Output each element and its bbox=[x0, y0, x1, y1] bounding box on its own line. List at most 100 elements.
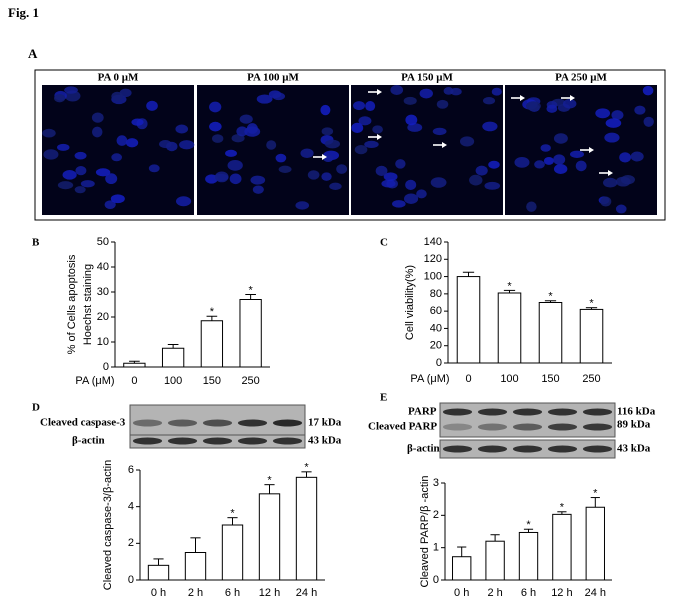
nucleus bbox=[148, 164, 160, 173]
nucleus bbox=[116, 135, 128, 146]
y-tick-label: 0 bbox=[103, 361, 109, 373]
bar bbox=[200, 320, 224, 368]
bar bbox=[161, 347, 185, 368]
nucleus bbox=[405, 114, 418, 126]
bar bbox=[295, 476, 318, 581]
x-tick-label: 12 h bbox=[551, 587, 572, 599]
x-tick-label: 0 h bbox=[454, 587, 469, 599]
band bbox=[272, 437, 303, 445]
nucleus bbox=[432, 127, 447, 136]
nucleus bbox=[575, 160, 587, 172]
nucleus bbox=[252, 185, 264, 194]
band bbox=[167, 419, 198, 427]
band bbox=[512, 423, 543, 431]
band-label: PARP bbox=[408, 406, 437, 418]
x-tick-label: 250 bbox=[241, 375, 259, 387]
band bbox=[272, 419, 303, 427]
significance: * bbox=[507, 280, 512, 292]
x-axis-label: PA (μM) bbox=[75, 375, 114, 387]
x-tick-label: 100 bbox=[500, 373, 518, 385]
y-tick-label: 60 bbox=[430, 305, 442, 317]
nucleus bbox=[488, 160, 500, 169]
nucleus bbox=[619, 152, 631, 163]
nucleus bbox=[615, 204, 627, 214]
nucleus bbox=[209, 121, 222, 132]
nucleus bbox=[239, 114, 253, 124]
bar bbox=[485, 540, 505, 581]
x-tick-label: 6 h bbox=[521, 587, 536, 599]
image-label: PA 0 μM bbox=[98, 72, 139, 84]
nucleus bbox=[615, 176, 631, 187]
nucleus bbox=[540, 144, 551, 152]
band-size: 17 kDa bbox=[308, 417, 342, 429]
nucleus bbox=[54, 94, 66, 103]
band bbox=[167, 437, 198, 445]
band bbox=[582, 423, 613, 431]
nucleus bbox=[175, 124, 189, 134]
bar bbox=[221, 524, 244, 581]
band bbox=[582, 445, 613, 453]
nucleus bbox=[227, 159, 243, 171]
image-label: PA 150 μM bbox=[401, 72, 453, 84]
nucleus bbox=[604, 132, 620, 143]
bar bbox=[123, 362, 146, 368]
band-size: 43 kDa bbox=[308, 435, 342, 447]
band bbox=[512, 445, 543, 453]
nucleus bbox=[630, 151, 644, 162]
bar bbox=[518, 531, 539, 581]
nucleus bbox=[443, 87, 454, 95]
nucleus bbox=[214, 171, 229, 183]
nucleus bbox=[383, 172, 398, 181]
nucleus bbox=[642, 85, 654, 96]
significance: * bbox=[230, 508, 235, 520]
nucleus bbox=[491, 87, 502, 96]
bar bbox=[452, 556, 472, 581]
panel-letter: D bbox=[32, 402, 40, 414]
y-tick-label: 0 bbox=[433, 574, 439, 586]
significance: * bbox=[210, 306, 215, 318]
y-tick-label: 0 bbox=[128, 574, 134, 586]
band bbox=[547, 408, 578, 416]
nucleus bbox=[484, 181, 501, 190]
nucleus bbox=[336, 164, 348, 174]
nucleus bbox=[125, 138, 139, 148]
nucleus bbox=[275, 153, 287, 163]
nucleus bbox=[364, 140, 379, 149]
nucleus bbox=[307, 170, 320, 180]
nucleus bbox=[543, 156, 554, 165]
band-label: β-actin bbox=[72, 435, 105, 447]
band bbox=[237, 419, 268, 427]
nucleus bbox=[482, 97, 496, 105]
significance: * bbox=[589, 298, 594, 310]
y-tick-label: 20 bbox=[97, 311, 109, 323]
nucleus bbox=[111, 91, 124, 101]
nucleus bbox=[416, 189, 427, 199]
nucleus bbox=[320, 104, 331, 116]
nucleus bbox=[358, 116, 372, 126]
nucleus bbox=[266, 140, 277, 150]
significance: * bbox=[248, 284, 253, 296]
nucleus bbox=[611, 110, 624, 120]
nucleus bbox=[104, 200, 116, 210]
nucleus bbox=[179, 140, 195, 150]
y-tick-label: 50 bbox=[97, 236, 109, 248]
nucleus bbox=[131, 118, 144, 126]
arrow-head bbox=[442, 142, 447, 148]
significance: * bbox=[593, 487, 598, 499]
y-tick-label: 2 bbox=[128, 537, 134, 549]
band bbox=[132, 437, 163, 445]
nucleus bbox=[75, 166, 87, 176]
nucleus bbox=[146, 100, 158, 111]
panel-letter: E bbox=[380, 392, 387, 404]
x-tick-label: 150 bbox=[541, 373, 559, 385]
nucleus bbox=[553, 133, 568, 144]
nucleus bbox=[392, 200, 406, 208]
nucleus bbox=[546, 104, 558, 113]
nucleus bbox=[353, 101, 366, 111]
y-tick-label: 80 bbox=[430, 288, 442, 300]
nucleus bbox=[111, 153, 123, 162]
nucleus bbox=[329, 182, 342, 190]
nucleus bbox=[236, 126, 248, 137]
panel-letter: A bbox=[28, 46, 38, 61]
